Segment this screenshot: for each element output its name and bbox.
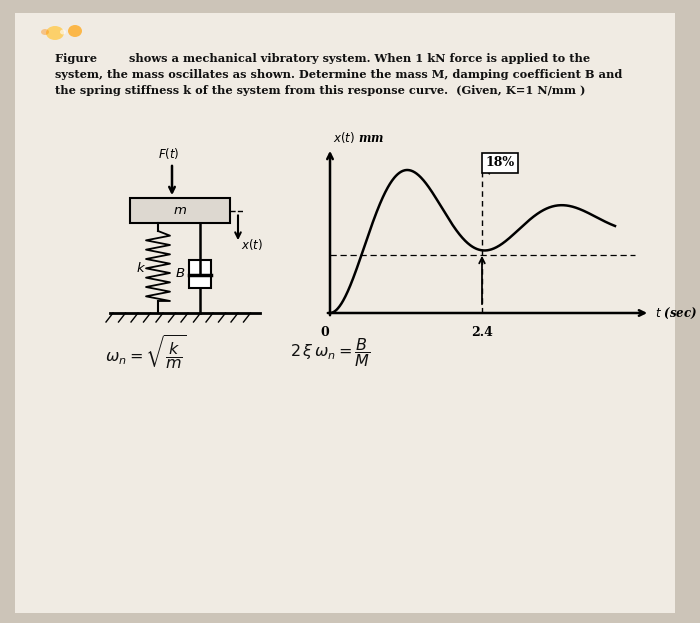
Text: $t$ (sec): $t$ (sec) — [655, 305, 697, 321]
Text: 2.4: 2.4 — [471, 326, 493, 339]
Text: 0: 0 — [321, 326, 330, 339]
Text: $x(t)$: $x(t)$ — [241, 237, 263, 252]
Text: Figure        shows a mechanical vibratory system. When 1 kN force is applied to: Figure shows a mechanical vibratory syst… — [55, 53, 590, 64]
Text: $2\,\xi\,\omega_n = \dfrac{B}{M}$: $2\,\xi\,\omega_n = \dfrac{B}{M}$ — [290, 336, 371, 369]
Text: system, the mass oscillates as shown. Determine the mass M, damping coefficient : system, the mass oscillates as shown. De… — [55, 69, 622, 80]
Ellipse shape — [41, 29, 49, 35]
Bar — [130, 198, 230, 223]
Text: $\omega_n = \sqrt{\dfrac{k}{m}}$: $\omega_n = \sqrt{\dfrac{k}{m}}$ — [105, 334, 187, 372]
Text: $B$: $B$ — [175, 267, 186, 280]
Text: 18%: 18% — [485, 156, 514, 169]
Ellipse shape — [68, 25, 82, 37]
Text: $x(t)$ mm: $x(t)$ mm — [333, 130, 384, 145]
Text: the spring stiffness k of the system from this response curve.  (Given, K=1 N/mm: the spring stiffness k of the system fro… — [55, 85, 585, 96]
Text: $F(t)$: $F(t)$ — [158, 146, 180, 161]
Bar — [189, 260, 211, 288]
Text: $k$: $k$ — [136, 261, 146, 275]
Text: $m$: $m$ — [173, 204, 187, 217]
Ellipse shape — [60, 29, 66, 34]
Ellipse shape — [46, 26, 64, 40]
